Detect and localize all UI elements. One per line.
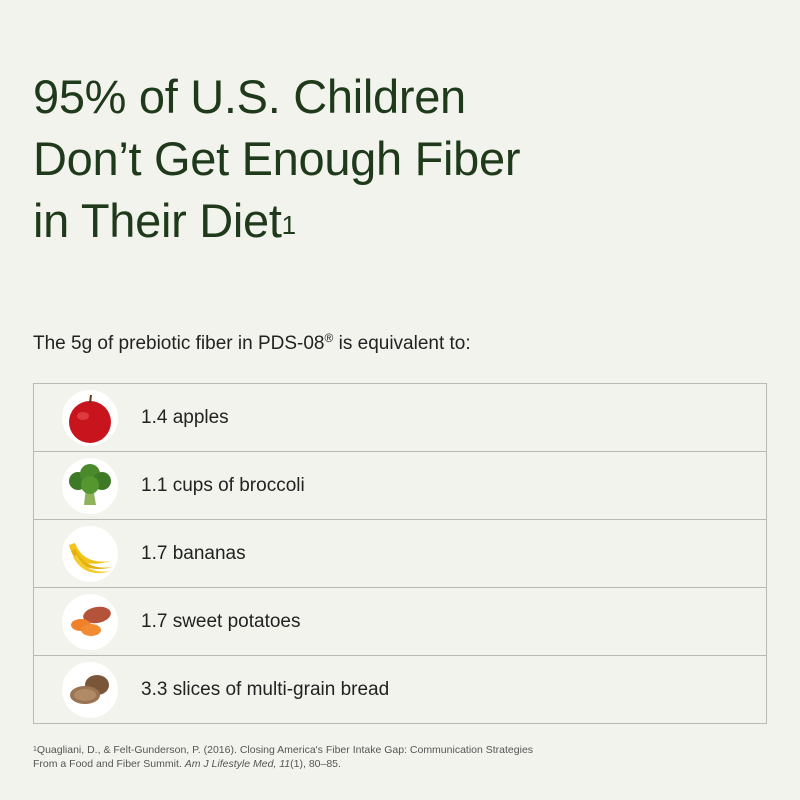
row-text: 1.7 bananas bbox=[141, 542, 246, 564]
footnote-text: Quagliani, D., & Felt-Gunderson, P. (201… bbox=[33, 744, 534, 770]
row-text: 1.4 apples bbox=[141, 406, 229, 428]
title-text: in Their Diet bbox=[33, 194, 282, 247]
title-line: 95% of U.S. Children bbox=[33, 70, 466, 123]
row-text: 3.3 slices of multi-grain bread bbox=[141, 678, 390, 700]
footnote-mark: 1 bbox=[281, 210, 296, 240]
footnote-mark: 1 bbox=[33, 746, 37, 753]
equivalents-table: 1.4 apples 1.1 cups of broccoli 1.7 bana… bbox=[33, 383, 767, 724]
subtitle-text: The 5g of prebiotic fiber in PDS-08 bbox=[33, 333, 325, 354]
row-text: 1.1 cups of broccoli bbox=[141, 474, 305, 496]
bread-icon bbox=[62, 661, 118, 718]
table-row: 3.3 slices of multi-grain bread bbox=[34, 655, 766, 723]
title-line: in Their Diet1 bbox=[33, 190, 520, 252]
apple-icon bbox=[62, 389, 118, 446]
row-text: 1.7 sweet potatoes bbox=[141, 610, 301, 632]
table-row: 1.7 bananas bbox=[34, 519, 766, 587]
subtitle-text: is equivalent to: bbox=[333, 333, 471, 354]
sweet-potato-icon bbox=[62, 593, 118, 650]
footnote-text: (1), 80–85. bbox=[290, 758, 341, 770]
table-row: 1.1 cups of broccoli bbox=[34, 451, 766, 519]
banana-icon bbox=[62, 525, 118, 582]
footnote: 1Quagliani, D., & Felt-Gunderson, P. (20… bbox=[33, 743, 553, 771]
broccoli-icon bbox=[62, 457, 118, 514]
footnote-journal: Am J Lifestyle Med, 11 bbox=[184, 758, 291, 770]
table-row: 1.4 apples bbox=[34, 384, 766, 451]
registered-mark: ® bbox=[324, 331, 334, 345]
title-line: Don’t Get Enough Fiber bbox=[33, 132, 521, 185]
subtitle: The 5g of prebiotic fiber in PDS-08® is … bbox=[33, 331, 471, 355]
table-row: 1.7 sweet potatoes bbox=[34, 587, 766, 655]
title: 95% of U.S. Children Don’t Get Enough Fi… bbox=[33, 66, 520, 252]
